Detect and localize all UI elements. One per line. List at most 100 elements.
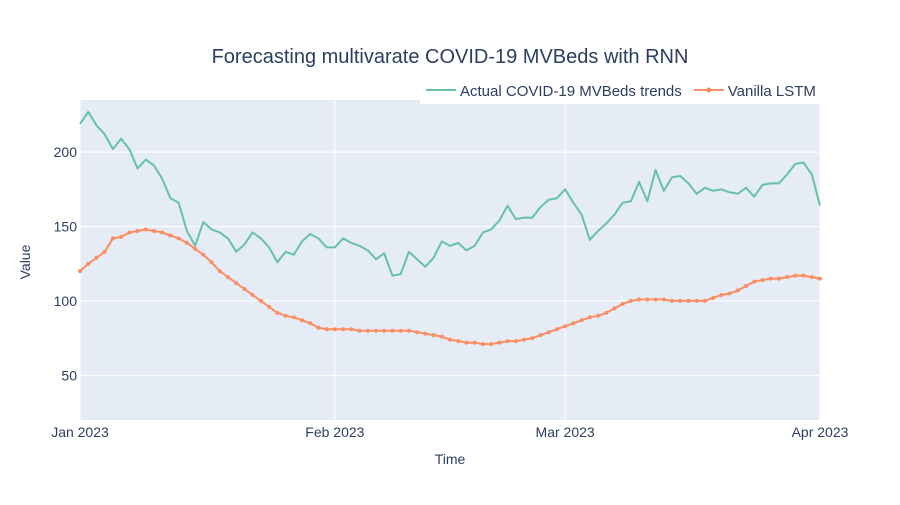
data-point [300, 318, 304, 323]
legend-item-1[interactable]: Actual COVID-19 MVBeds trends [426, 83, 682, 100]
data-point [653, 297, 658, 302]
data-point [324, 327, 329, 332]
data-point [382, 328, 387, 333]
legend-item-2[interactable]: Vanilla LSTM [693, 83, 816, 100]
data-point [497, 340, 502, 345]
data-point [283, 313, 288, 318]
data-point [316, 325, 321, 330]
data-point [579, 318, 584, 323]
data-point [110, 236, 115, 241]
data-point [711, 295, 716, 300]
data-point [291, 315, 296, 320]
data-point [505, 339, 510, 344]
y-tick-label: 50 [61, 367, 77, 383]
axes: 50 100 150 200 Jan 2023 Feb 2023 Mar 2023 Apr 2… [51, 144, 848, 440]
data-point [423, 331, 428, 336]
data-point [250, 292, 255, 297]
x-tick-label: Mar 2023 [536, 424, 595, 440]
data-point [686, 298, 691, 303]
data-point [620, 301, 625, 306]
data-point [332, 327, 337, 332]
data-point [678, 298, 683, 303]
data-point [702, 298, 707, 303]
data-point [365, 328, 370, 333]
data-point [267, 304, 272, 309]
data-point [752, 279, 757, 284]
legend-label: Actual COVID-19 MVBeds trends [460, 83, 682, 100]
legend-background [420, 78, 828, 104]
data-point [357, 328, 362, 333]
x-axis-title: Time [435, 451, 466, 467]
y-tick-label: 100 [54, 293, 78, 309]
legend-marker [706, 87, 712, 93]
data-point [184, 240, 189, 245]
grid [79, 100, 821, 420]
data-point [217, 269, 222, 274]
data-point [744, 284, 748, 289]
data-point [735, 288, 740, 293]
data-point [785, 275, 790, 280]
data-point [258, 298, 263, 303]
data-point [604, 310, 609, 315]
data-point [86, 261, 91, 266]
legend[interactable]: Actual COVID-19 MVBeds trends Vanilla LST… [420, 78, 828, 104]
data-point [661, 297, 666, 302]
data-point [193, 246, 198, 251]
data-point [522, 337, 526, 342]
data-point [431, 333, 436, 338]
data-point [793, 273, 798, 278]
data-point [530, 336, 535, 341]
data-point [645, 297, 650, 302]
data-point [390, 328, 395, 333]
data-point [406, 328, 411, 333]
data-point [571, 321, 576, 326]
data-point [143, 227, 148, 232]
data-point [513, 339, 518, 344]
series-line-1 [79, 110, 821, 277]
data-point [78, 269, 82, 274]
data-point [226, 275, 230, 280]
data-point [694, 298, 699, 303]
y-axis-title: Value [17, 244, 33, 279]
plot-background [80, 100, 820, 420]
data-point [275, 310, 280, 315]
data-point [801, 273, 806, 278]
y-tick-label: 200 [54, 144, 78, 160]
data-point [209, 260, 214, 265]
x-tick-label: Apr 2023 [792, 424, 849, 440]
data-point [456, 339, 461, 344]
data-point [439, 334, 444, 339]
data-point [201, 252, 206, 257]
data-point [102, 249, 107, 254]
data-point [464, 340, 469, 345]
data-point [308, 321, 313, 326]
data-point [612, 306, 617, 311]
data-point [472, 340, 477, 345]
y-tick-label: 150 [54, 219, 78, 235]
data-point [768, 276, 773, 281]
data-point [349, 327, 354, 332]
data-point [480, 342, 485, 347]
series-layer [78, 110, 822, 347]
data-point [135, 228, 140, 233]
data-point [489, 342, 494, 347]
data-point [234, 281, 239, 286]
data-point [448, 337, 452, 342]
data-point [628, 298, 633, 303]
data-point [160, 230, 165, 235]
data-point [127, 230, 132, 235]
x-tick-label: Feb 2023 [305, 424, 364, 440]
chart-title: Forecasting multivarate COVID-19 MVBeds … [212, 46, 689, 68]
data-point [587, 315, 592, 320]
data-point [809, 275, 814, 280]
data-point [546, 330, 551, 335]
data-point [554, 327, 559, 332]
data-point [341, 327, 346, 332]
data-point [152, 228, 156, 233]
x-tick-label: Jan 2023 [51, 424, 109, 440]
data-point [168, 233, 173, 238]
data-point [670, 298, 674, 303]
data-point [818, 276, 822, 281]
